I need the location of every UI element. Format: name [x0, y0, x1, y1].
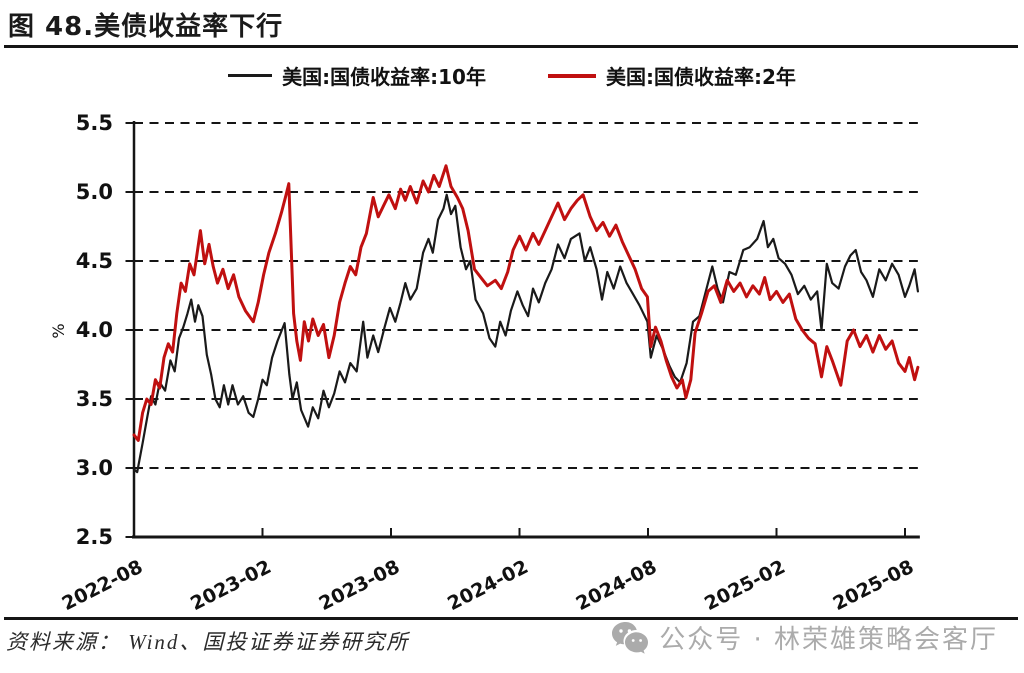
data-source-note: 资料来源： Wind、国投证券证券研究所 — [6, 630, 410, 654]
series-line-us10y — [132, 193, 920, 474]
chart-legend: 美国:国债收益率:10年 美国:国债收益率:2年 — [0, 61, 1024, 90]
x-axis-tick-label: 2025-08 — [830, 556, 918, 615]
y-axis-tick-label: 5.0 — [76, 180, 113, 204]
watermark-text: 公众号 · 林荣雄策略会客厅 — [659, 625, 998, 655]
x-axis-tick-label: 2025-02 — [701, 556, 789, 615]
series-line-us2y — [132, 164, 920, 442]
legend-label-10y: 美国:国债收益率:10年 — [282, 65, 486, 89]
yield-line-chart: 5.5 5.0 4.5 4.0 3.5 3.0 2.5% 2022-08 2023-02 2023… — [49, 111, 920, 615]
title-divider-rule — [4, 45, 1018, 48]
legend-item-10y: 美国:国债收益率:10年 — [228, 61, 486, 90]
x-axis-tick-label: 2024-02 — [444, 556, 532, 615]
wechat-icon — [612, 621, 649, 654]
legend-item-2y: 美国:国债收益率:2年 — [547, 61, 796, 90]
y-axis-tick-label: 4.5 — [76, 249, 113, 273]
legend-label-2y: 美国:国债收益率:2年 — [605, 65, 796, 89]
y-axis-tick-label: 5.5 — [76, 111, 113, 135]
figure-title: 图 48.美债收益率下行 — [8, 12, 284, 42]
x-axis-tick-label: 2024-08 — [573, 556, 661, 615]
y-axis-unit-label: % — [49, 323, 68, 338]
x-axis-tick-label: 2023-08 — [316, 556, 404, 615]
y-axis-tick-label: 2.5 — [76, 525, 113, 549]
x-axis-tick-label: 2022-08 — [59, 556, 147, 615]
y-axis-tick-label: 3.0 — [76, 456, 113, 480]
x-axis-tick-label: 2023-02 — [187, 556, 275, 615]
watermark: 公众号 · 林荣雄策略会客厅 — [611, 619, 998, 656]
footer-divider-rule — [4, 617, 1018, 620]
legend-line-swatch-2y — [547, 73, 596, 78]
y-axis-tick-label: 3.5 — [76, 387, 113, 411]
legend-line-swatch-10y — [228, 74, 273, 77]
y-axis-tick-label: 4.0 — [76, 318, 113, 342]
